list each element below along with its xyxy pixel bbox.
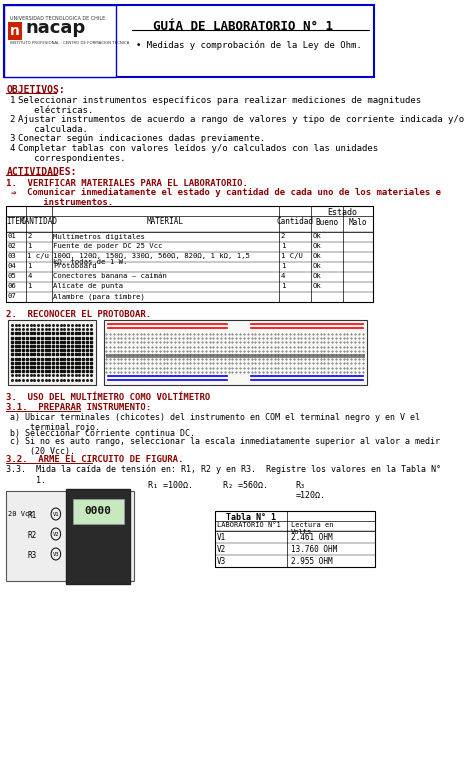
Text: OBJETIVOS:: OBJETIVOS: — [6, 85, 65, 95]
Text: 02: 02 — [8, 243, 17, 249]
Text: Tabla N° 1: Tabla N° 1 — [226, 513, 276, 522]
Text: R2: R2 — [28, 531, 37, 540]
Text: INSTITUTO PROFESIONAL · CENTRO DE FORMACION TECNICA: INSTITUTO PROFESIONAL · CENTRO DE FORMAC… — [10, 41, 129, 45]
Text: 2: 2 — [9, 115, 15, 124]
Text: 1.  VERIFICAR MATERIALES PARA EL LABORATORIO.: 1. VERIFICAR MATERIALES PARA EL LABORATO… — [6, 179, 248, 188]
Text: 1: 1 — [281, 283, 285, 289]
Text: 13.760 OHM: 13.760 OHM — [291, 545, 337, 554]
Text: 3.2.  ARME EL CIRCUITO DE FIGURA.: 3.2. ARME EL CIRCUITO DE FIGURA. — [6, 455, 184, 464]
Text: 4: 4 — [281, 273, 285, 279]
Text: 3.  USO DEL MULTÍMETRO COMO VOLTÍMETRO: 3. USO DEL MULTÍMETRO COMO VOLTÍMETRO — [6, 393, 210, 402]
Text: 1: 1 — [281, 263, 285, 269]
Text: Ok: Ok — [313, 253, 321, 259]
Text: ACTIVIDADES:: ACTIVIDADES: — [6, 167, 77, 177]
Text: Ok: Ok — [313, 283, 321, 289]
Text: a) Ubicar terminales (chicotes) del instrumento en COM el terminal negro y en V : a) Ubicar terminales (chicotes) del inst… — [9, 413, 419, 433]
Text: Conectar según indicaciones dadas previamente.: Conectar según indicaciones dadas previa… — [18, 134, 265, 143]
Text: 1: 1 — [27, 243, 31, 249]
Text: 1: 1 — [27, 263, 31, 269]
Text: MATERIAL: MATERIAL — [147, 217, 184, 226]
Text: Ok: Ok — [313, 273, 321, 279]
Bar — [6, 491, 134, 581]
Text: 1 C/U: 1 C/U — [281, 253, 303, 259]
Text: LABORATORIO N°1: LABORATORIO N°1 — [217, 522, 281, 528]
Bar — [66, 489, 130, 584]
Text: Ok: Ok — [313, 243, 321, 249]
Text: R₁ =100Ω.: R₁ =100Ω. — [147, 481, 192, 490]
Text: 0000: 0000 — [85, 506, 112, 516]
Bar — [6, 206, 374, 302]
Bar — [4, 5, 116, 77]
Text: R3: R3 — [28, 551, 37, 560]
Text: Alicate de punta: Alicate de punta — [54, 283, 123, 289]
Text: Ok: Ok — [313, 233, 321, 239]
Text: UNIVERSIDAD TECNOLOGICA DE CHILE: UNIVERSIDAD TECNOLOGICA DE CHILE — [10, 16, 106, 20]
Text: 20 Vcc: 20 Vcc — [8, 511, 34, 517]
Text: 04: 04 — [8, 263, 17, 269]
Text: R₂ =560Ω.: R₂ =560Ω. — [223, 481, 268, 490]
Text: CANTIDAD: CANTIDAD — [20, 217, 57, 226]
Text: 2: 2 — [281, 233, 285, 239]
Text: c) Si no es auto rango, seleccionar la escala inmediatamente superior al valor a: c) Si no es auto rango, seleccionar la e… — [9, 437, 439, 456]
Text: 3.3.  Mida la caída de tensión en: R1, R2 y en R3.  Registre los valores en la T: 3.3. Mida la caída de tensión en: R1, R2… — [6, 465, 441, 485]
Text: Lectura en
Volts: Lectura en Volts — [291, 522, 334, 535]
Bar — [104, 320, 367, 385]
Text: V2: V2 — [53, 532, 59, 537]
Text: R1: R1 — [28, 511, 37, 520]
Text: 2.  RECONOCER EL PROTOBOAR.: 2. RECONOCER EL PROTOBOAR. — [6, 310, 152, 319]
Bar — [8, 22, 22, 40]
Text: Malo: Malo — [349, 218, 367, 227]
Text: V2: V2 — [217, 545, 226, 554]
Text: 01: 01 — [8, 233, 17, 239]
Text: • Medidas y comprobación de la Ley de Ohm.: • Medidas y comprobación de la Ley de Oh… — [136, 40, 361, 49]
Text: Conectores banana – caimán: Conectores banana – caimán — [54, 273, 167, 279]
Text: Completar tablas con valores leídos y/o calculados con las unidades
   correspon: Completar tablas con valores leídos y/o … — [18, 144, 378, 163]
Text: Alambre (para timbre): Alambre (para timbre) — [54, 293, 146, 299]
Text: 3.1.  PREPARAR INSTRUMENTO:: 3.1. PREPARAR INSTRUMENTO: — [6, 403, 152, 412]
Text: nacap: nacap — [26, 19, 86, 37]
Text: 4: 4 — [9, 144, 15, 153]
Text: Cantidad: Cantidad — [277, 217, 314, 226]
Text: Ok: Ok — [313, 263, 321, 269]
Text: Multímetros digitales: Multímetros digitales — [54, 233, 146, 240]
Bar — [73, 499, 124, 524]
Text: ⇒  Comunicar inmediatamente el estado y cantidad de cada uno de los materiales e: ⇒ Comunicar inmediatamente el estado y c… — [11, 188, 441, 208]
Bar — [215, 511, 375, 567]
Text: 1: 1 — [9, 96, 15, 105]
Text: Bueno: Bueno — [316, 218, 339, 227]
Text: 1 c/u: 1 c/u — [27, 253, 49, 259]
Text: 07: 07 — [8, 293, 17, 299]
Text: 4: 4 — [27, 273, 31, 279]
Text: Protoboard: Protoboard — [54, 263, 97, 269]
Text: GUÍA DE LABORATORIO N° 1: GUÍA DE LABORATORIO N° 1 — [154, 20, 333, 33]
Text: 06: 06 — [8, 283, 17, 289]
Text: 2: 2 — [27, 233, 31, 239]
Text: V1: V1 — [217, 533, 226, 542]
Text: Estado: Estado — [327, 208, 357, 217]
Text: 05: 05 — [8, 273, 17, 279]
Text: 100Ω, 120Ω, 150Ω, 330Ω, 560Ω, 820Ω, 1 kΩ, 1,5: 100Ω, 120Ω, 150Ω, 330Ω, 560Ω, 820Ω, 1 kΩ… — [54, 253, 250, 259]
Text: V3: V3 — [53, 551, 59, 557]
Text: Seleccionar instrumentos específicos para realizar mediciones de magnitudes
   e: Seleccionar instrumentos específicos par… — [18, 96, 421, 116]
Text: R₃
=120Ω.: R₃ =120Ω. — [295, 481, 325, 501]
Text: n: n — [10, 24, 20, 38]
Text: 3: 3 — [9, 134, 15, 143]
Bar — [106, 354, 365, 358]
Text: 1: 1 — [27, 283, 31, 289]
Bar — [8, 320, 96, 385]
Text: b) Seleccionar Corriente continua DC.: b) Seleccionar Corriente continua DC. — [9, 429, 194, 438]
Text: V1: V1 — [53, 512, 59, 516]
Bar — [4, 5, 374, 77]
Text: 1: 1 — [281, 243, 285, 249]
Text: ITEM: ITEM — [7, 217, 25, 226]
Text: 03: 03 — [8, 253, 17, 259]
Text: V3: V3 — [217, 557, 226, 566]
Text: kΩ, todas de 1 W.: kΩ, todas de 1 W. — [54, 259, 128, 265]
Text: 2.461 OHM: 2.461 OHM — [291, 533, 333, 542]
Text: Ajustar instrumentos de acuerdo a rango de valores y tipo de corriente indicada : Ajustar instrumentos de acuerdo a rango … — [18, 115, 464, 134]
Text: 2.955 OHM: 2.955 OHM — [291, 557, 333, 566]
Text: Fuente de poder DC 25 Vcc: Fuente de poder DC 25 Vcc — [54, 243, 163, 249]
